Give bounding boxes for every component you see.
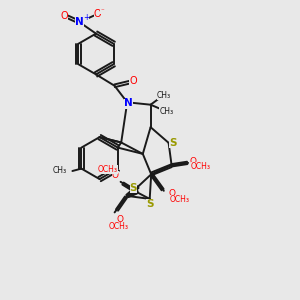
Text: OCH₃: OCH₃	[191, 162, 211, 171]
Text: O: O	[129, 76, 137, 86]
Text: O: O	[190, 157, 197, 166]
Text: S: S	[130, 183, 137, 193]
Text: N: N	[75, 16, 84, 27]
Text: CH₃: CH₃	[157, 91, 171, 100]
Text: O: O	[94, 9, 101, 20]
Text: N: N	[124, 98, 133, 109]
Text: S: S	[146, 199, 154, 209]
Text: CH₃: CH₃	[159, 107, 173, 116]
Text: ⁻: ⁻	[100, 8, 104, 14]
Text: +: +	[83, 13, 89, 22]
Text: O: O	[112, 171, 119, 180]
Text: O: O	[60, 11, 68, 21]
Text: OCH₃: OCH₃	[108, 222, 128, 231]
Text: CH₃: CH₃	[52, 166, 66, 175]
Text: S: S	[169, 138, 176, 148]
Text: O: O	[169, 189, 176, 198]
Text: OCH₃: OCH₃	[98, 165, 118, 174]
Text: OCH₃: OCH₃	[169, 195, 189, 204]
Text: O: O	[116, 214, 124, 224]
